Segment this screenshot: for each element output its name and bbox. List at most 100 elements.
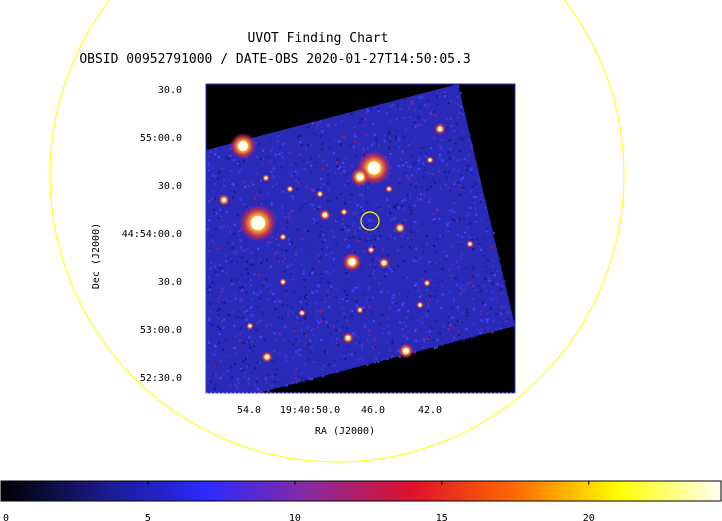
noise-pixel — [414, 125, 417, 128]
noise-pixel — [424, 170, 427, 173]
noise-pixel — [207, 169, 210, 172]
noise-pixel — [221, 388, 224, 391]
noise-pixel — [273, 332, 276, 335]
noise-pixel — [347, 244, 350, 248]
noise-pixel — [300, 143, 303, 146]
noise-pixel — [214, 182, 217, 186]
noise-pixel — [346, 246, 349, 249]
noise-pixel — [223, 179, 226, 182]
noise-pixel — [427, 172, 430, 175]
y-tick-label: 44:54:00.0 — [122, 229, 182, 240]
noise-pixel — [387, 265, 390, 268]
noise-pixel — [421, 321, 424, 324]
noise-pixel — [290, 210, 293, 213]
noise-pixel — [338, 302, 341, 305]
noise-pixel — [315, 127, 318, 130]
noise-pixel — [315, 315, 318, 318]
noise-pixel — [460, 174, 463, 177]
noise-pixel — [333, 364, 336, 367]
noise-pixel — [408, 330, 411, 334]
noise-pixel — [388, 212, 391, 215]
noise-pixel — [265, 285, 268, 288]
noise-pixel — [273, 253, 276, 256]
noise-pixel — [459, 292, 462, 295]
noise-pixel — [410, 102, 413, 106]
noise-pixel — [292, 278, 295, 281]
noise-pixel — [404, 218, 407, 221]
noise-pixel — [255, 253, 258, 256]
noise-pixel — [285, 360, 288, 363]
noise-pixel — [473, 201, 476, 205]
noise-pixel — [239, 368, 242, 371]
noise-pixel — [388, 130, 391, 134]
noise-pixel — [470, 144, 473, 147]
noise-pixel — [283, 257, 286, 260]
noise-pixel — [295, 381, 298, 384]
noise-pixel — [416, 124, 419, 127]
noise-pixel — [234, 316, 237, 319]
noise-pixel — [292, 197, 295, 200]
noise-pixel — [344, 226, 347, 229]
noise-pixel — [489, 307, 492, 310]
noise-pixel — [336, 218, 339, 221]
noise-pixel — [426, 188, 429, 191]
noise-pixel — [461, 130, 465, 133]
noise-pixel — [374, 137, 378, 140]
noise-pixel — [346, 299, 349, 303]
x-tick-labels: 54.0 19:40:50.0 46.0 42.0 — [237, 405, 442, 416]
noise-pixel — [500, 292, 503, 295]
noise-pixel — [360, 345, 363, 348]
noise-pixel — [216, 274, 219, 277]
noise-pixel — [312, 218, 315, 221]
noise-pixel — [341, 228, 344, 231]
noise-pixel — [209, 286, 212, 289]
noise-pixel — [431, 218, 435, 221]
noise-pixel — [438, 153, 441, 156]
noise-pixel — [320, 273, 323, 276]
noise-pixel — [487, 276, 490, 280]
noise-pixel — [413, 118, 416, 122]
noise-pixel — [379, 208, 382, 211]
noise-pixel — [402, 276, 405, 279]
colorbar-tick-label: 20 — [583, 513, 595, 521]
noise-pixel — [213, 387, 216, 391]
noise-pixel — [316, 319, 319, 322]
noise-pixel — [493, 289, 496, 292]
noise-pixel — [301, 372, 304, 375]
noise-pixel — [264, 156, 267, 159]
noise-pixel — [333, 359, 336, 362]
noise-pixel — [373, 234, 376, 237]
noise-pixel — [207, 178, 210, 181]
star-core — [367, 161, 381, 175]
noise-pixel — [467, 235, 470, 238]
noise-pixel — [335, 197, 338, 200]
noise-pixel — [266, 244, 269, 247]
noise-pixel — [314, 161, 317, 164]
noise-pixel — [240, 289, 244, 292]
noise-pixel — [429, 112, 432, 115]
x-tick-label: 54.0 — [237, 405, 261, 416]
noise-pixel — [281, 161, 284, 164]
noise-pixel — [400, 234, 403, 237]
noise-pixel — [230, 169, 233, 172]
noise-pixel — [366, 186, 369, 189]
noise-pixel — [288, 216, 291, 219]
noise-pixel — [318, 234, 322, 237]
noise-pixel — [400, 246, 403, 249]
noise-pixel — [372, 219, 375, 223]
noise-pixel — [326, 325, 329, 328]
noise-pixel — [214, 148, 218, 151]
noise-pixel — [278, 300, 282, 303]
noise-pixel — [238, 382, 241, 385]
noise-pixel — [214, 270, 217, 273]
star-core — [300, 311, 304, 315]
noise-pixel — [383, 140, 386, 143]
noise-pixel — [459, 283, 462, 286]
star-core — [425, 281, 429, 285]
noise-pixel — [226, 241, 229, 244]
noise-pixel — [256, 142, 259, 145]
noise-pixel — [448, 157, 451, 160]
noise-pixel — [435, 95, 438, 98]
noise-pixel — [272, 167, 275, 170]
noise-pixel — [305, 348, 308, 351]
